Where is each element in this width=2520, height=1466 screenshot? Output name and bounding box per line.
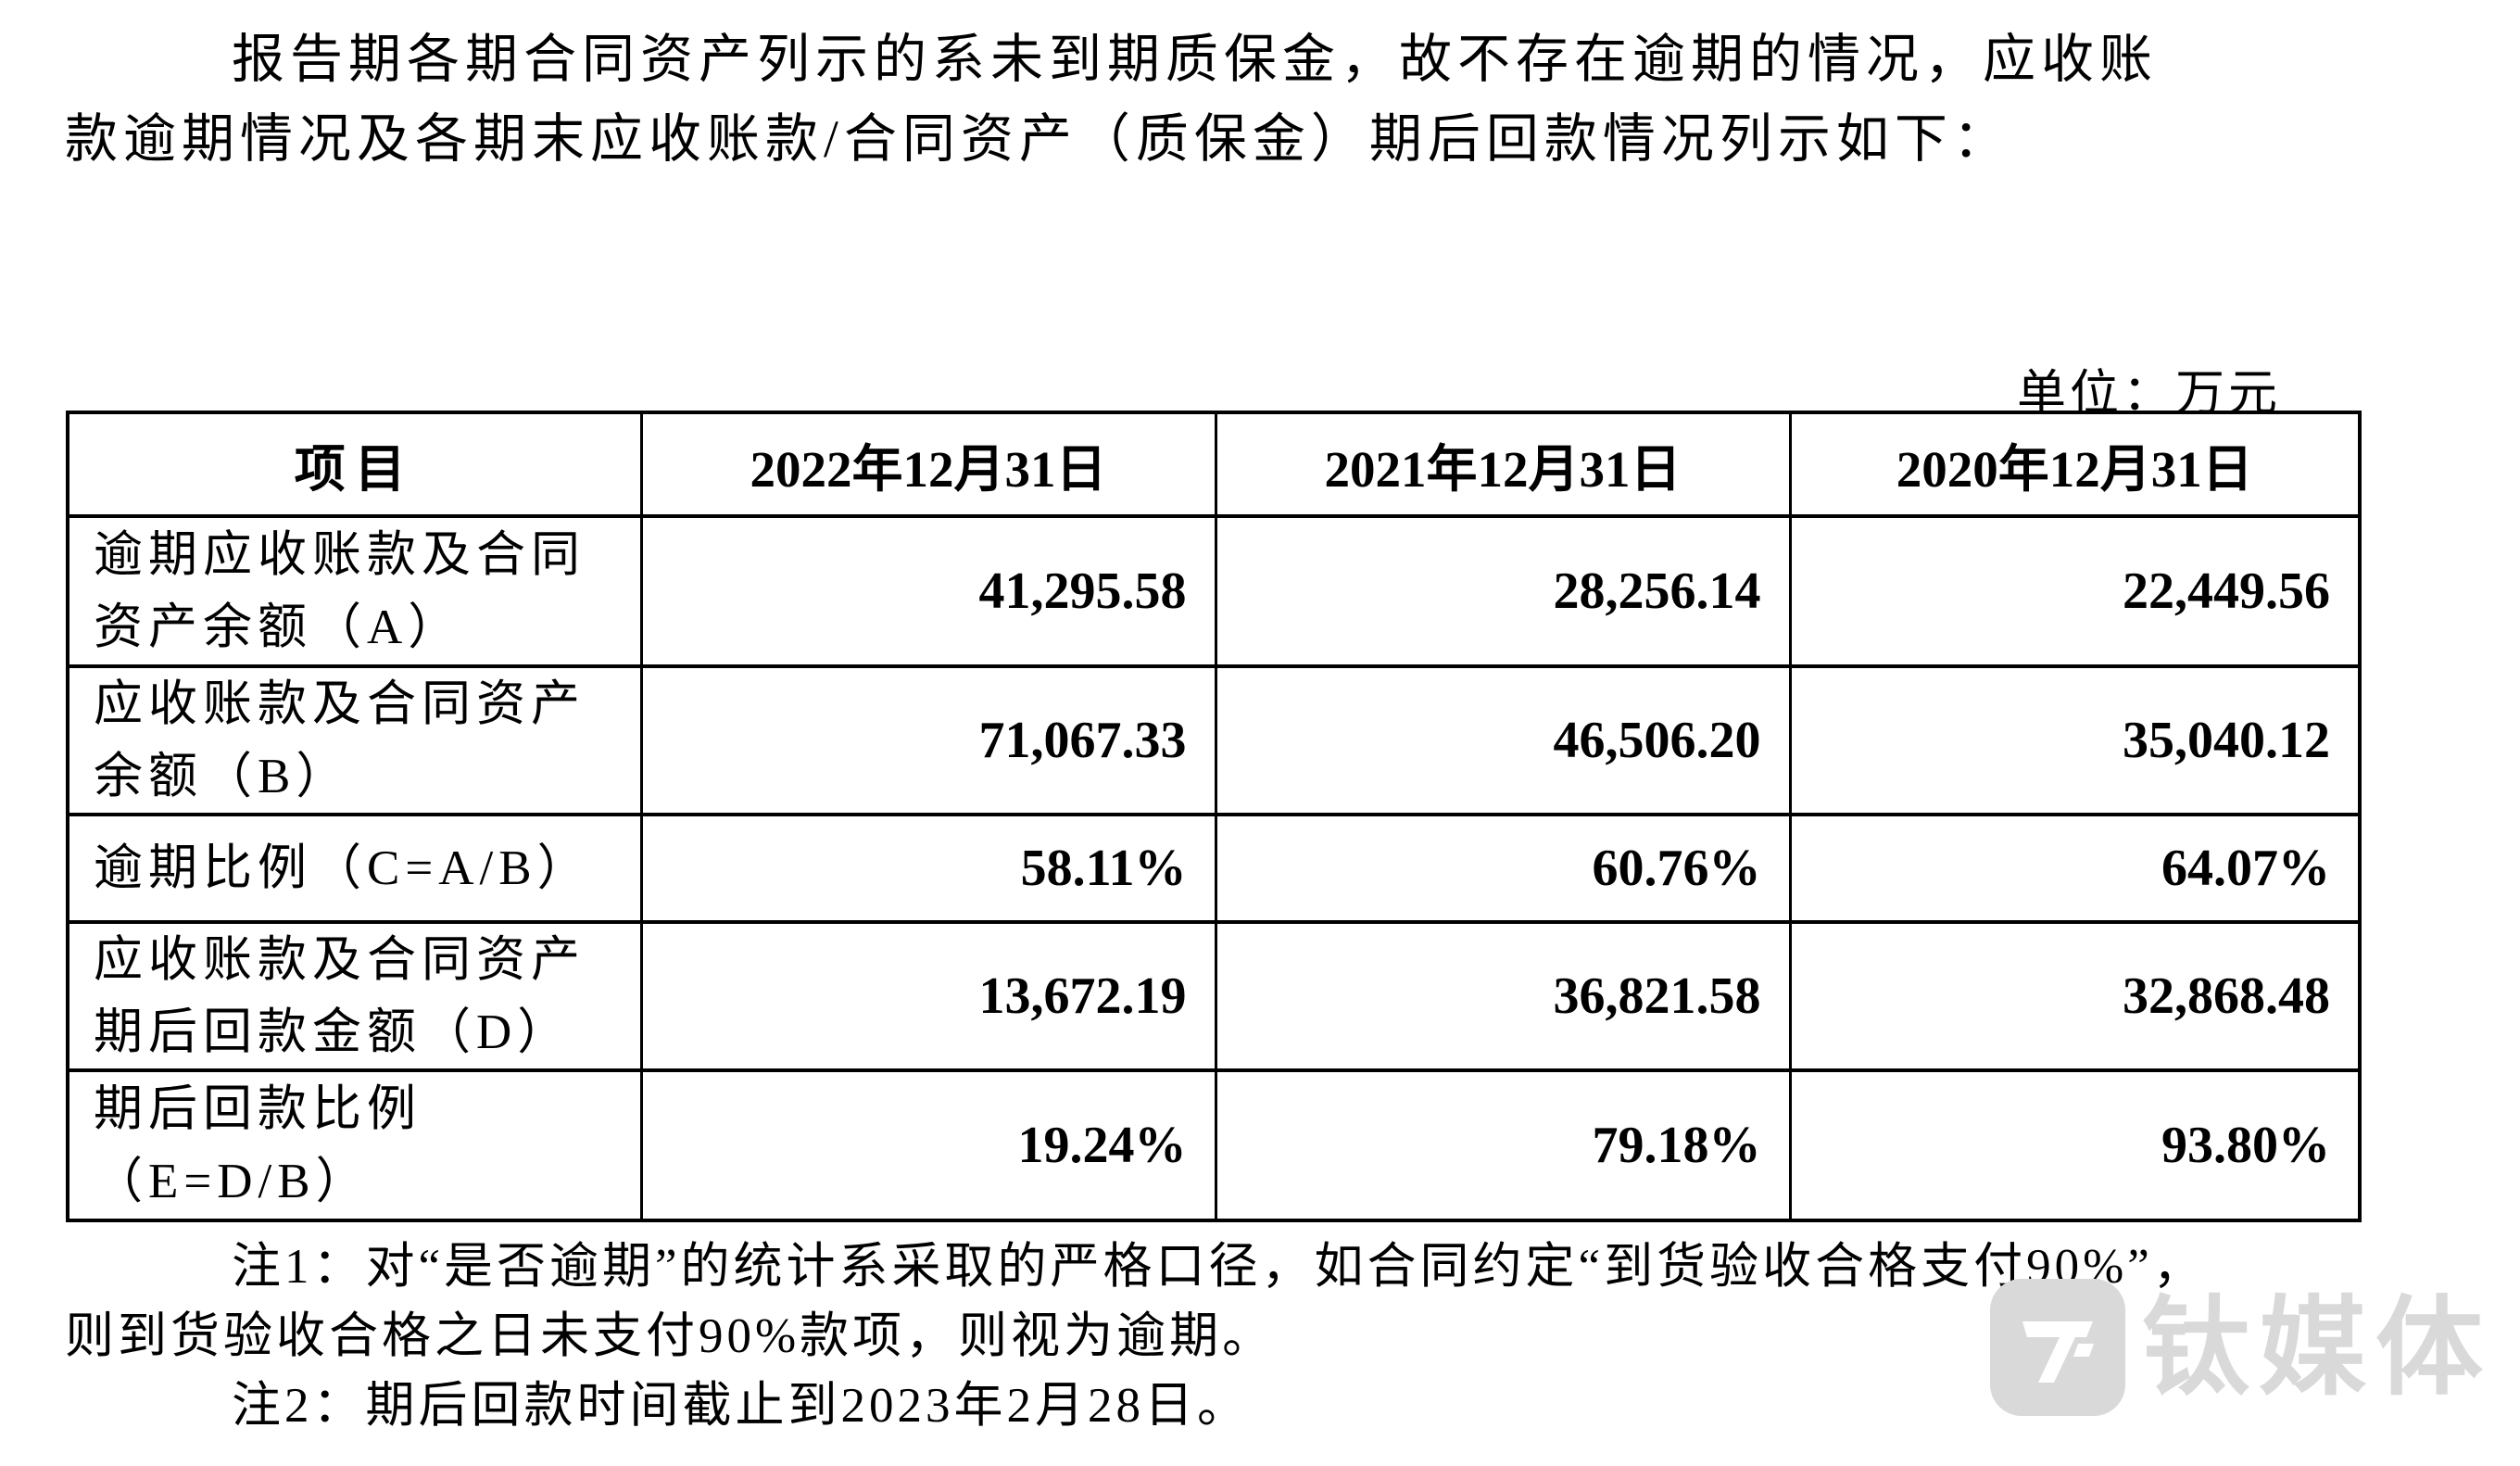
receivables-table: 项目 2022年12月31日 2021年12月31日 2020年12月31日 逾… [66, 411, 2362, 1222]
table-row: 期后回款比例 （E=D/B） 19.24% 79.18% 93.80% [66, 1068, 2362, 1222]
value-cell: 64.07% [1788, 813, 2362, 924]
column-header-2021: 2021年12月31日 [1214, 411, 1792, 518]
row-label-line: 应收账款及合同资产 [94, 677, 586, 731]
row-label-line: 逾期应收账款及合同 [94, 528, 586, 582]
column-header-2020: 2020年12月31日 [1788, 411, 2362, 518]
note-2: 注2：期后回款时间截止到2023年2月28日。 [232, 1379, 1250, 1433]
row-label-cell: 逾期应收账款及合同 资产余额（A） [66, 514, 643, 668]
value-cell: 46,506.20 [1214, 664, 1792, 816]
row-label-cell: 应收账款及合同资产 期后回款金额（D） [66, 920, 643, 1072]
value-cell: 19.24% [639, 1068, 1217, 1222]
row-label-line: 应收账款及合同资产 [94, 933, 586, 987]
value-cell: 60.76% [1214, 813, 1792, 924]
intro-line-2: 款逾期情况及各期末应收账款/合同资产（质保金）期后回款情况列示如下： [65, 110, 2011, 169]
table-row: 逾期应收账款及合同 资产余额（A） 41,295.58 28,256.14 22,449… [66, 514, 2362, 668]
note-1-line-1: 注1：对“是否逾期”的统计系采取的严格口径，如合同约定“到货验收合格支付90%”… [232, 1240, 2206, 1294]
value-cell: 58.11% [639, 813, 1217, 924]
notes: 注1：对“是否逾期”的统计系采取的严格口径，如合同约定“到货验收合格支付90%”… [65, 1232, 2483, 1441]
note-1-line-2: 则到货验收合格之日未支付90%款项，则视为逾期。 [65, 1309, 1276, 1363]
value-cell: 79.18% [1214, 1068, 1792, 1222]
value-cell: 35,040.12 [1788, 664, 2362, 816]
intro-paragraph: 报告期各期合同资产列示的系未到期质保金，故不存在逾期的情况，应收账 款逾期情况及… [65, 20, 2464, 180]
watermark-text: 钛媒体 [2142, 1287, 2492, 1408]
value-cell: 93.80% [1788, 1068, 2362, 1222]
column-header-item: 项目 [66, 411, 643, 518]
value-cell: 13,672.19 [639, 920, 1217, 1072]
value-cell: 28,256.14 [1214, 514, 1792, 668]
value-cell: 71,067.33 [639, 664, 1217, 816]
intro-line-1: 报告期各期合同资产列示的系未到期质保金，故不存在逾期的情况，应收账 [232, 31, 2158, 89]
row-label-line: 期后回款金额（D） [94, 1005, 573, 1059]
table-row: 逾期比例（C=A/B） 58.11% 60.76% 64.07% [66, 813, 2362, 924]
column-header-2022: 2022年12月31日 [639, 411, 1217, 518]
row-label-line: 余额（B） [94, 750, 351, 803]
row-label-cell: 应收账款及合同资产 余额（B） [66, 664, 643, 816]
row-label-line: 逾期比例（C=A/B） [94, 841, 592, 895]
row-label-line: 资产余额（A） [94, 600, 463, 654]
value-cell: 22,449.56 [1788, 514, 2362, 668]
row-label-line: 期后回款比例 [94, 1082, 422, 1136]
table-row: 应收账款及合同资产 期后回款金额（D） 13,672.19 36,821.58 32,8… [66, 920, 2362, 1072]
header-row: 项目 2022年12月31日 2021年12月31日 2020年12月31日 [66, 411, 2362, 518]
value-cell: 32,868.48 [1788, 920, 2362, 1072]
row-label-cell: 逾期比例（C=A/B） [66, 813, 643, 924]
watermark: 钛媒体 [1990, 1279, 2492, 1416]
value-cell: 36,821.58 [1214, 920, 1792, 1072]
row-label-line: （E=D/B） [94, 1155, 371, 1208]
tmtpost-logo-icon [1990, 1279, 2125, 1416]
value-cell: 41,295.58 [639, 514, 1217, 668]
row-label-cell: 期后回款比例 （E=D/B） [66, 1068, 643, 1222]
table-row: 应收账款及合同资产 余额（B） 71,067.33 46,506.20 35,040.1… [66, 664, 2362, 816]
